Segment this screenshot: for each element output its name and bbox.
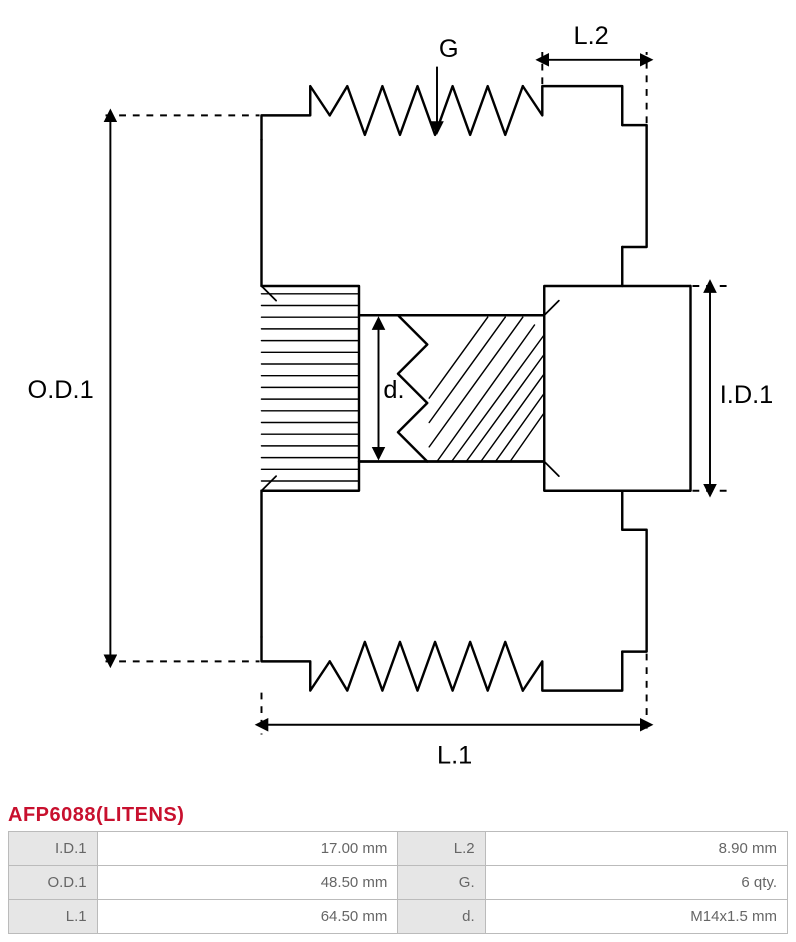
spec-label: d. <box>398 900 485 934</box>
spec-label: G. <box>398 866 485 900</box>
table-row: L.1 64.50 mm d. M14x1.5 mm <box>9 900 788 934</box>
diagram-svg: O.D.1 I.D.1 L.1 L.2 G d. <box>8 8 788 798</box>
product-title: AFP6088(LITENS) <box>8 804 788 827</box>
table-row: O.D.1 48.50 mm G. 6 qty. <box>9 866 788 900</box>
table-row: I.D.1 17.00 mm L.2 8.90 mm <box>9 832 788 866</box>
spec-value: 8.90 mm <box>485 832 787 866</box>
label-od1: O.D.1 <box>27 376 93 404</box>
label-id1: I.D.1 <box>720 381 774 409</box>
part-diagram: O.D.1 I.D.1 L.1 L.2 G d. <box>8 8 788 798</box>
spec-value: 64.50 mm <box>97 900 398 934</box>
spec-label: L.1 <box>9 900 98 934</box>
spec-value: 6 qty. <box>485 866 787 900</box>
spec-label: I.D.1 <box>9 832 98 866</box>
spec-label: L.2 <box>398 832 485 866</box>
spec-table: I.D.1 17.00 mm L.2 8.90 mm O.D.1 48.50 m… <box>8 831 788 934</box>
label-l2: L.2 <box>573 22 608 50</box>
label-d: d. <box>383 376 404 404</box>
label-g: G <box>439 35 459 63</box>
spec-label: O.D.1 <box>9 866 98 900</box>
label-l1: L.1 <box>437 742 472 770</box>
spec-value: 17.00 mm <box>97 832 398 866</box>
spec-value: M14x1.5 mm <box>485 900 787 934</box>
spec-value: 48.50 mm <box>97 866 398 900</box>
